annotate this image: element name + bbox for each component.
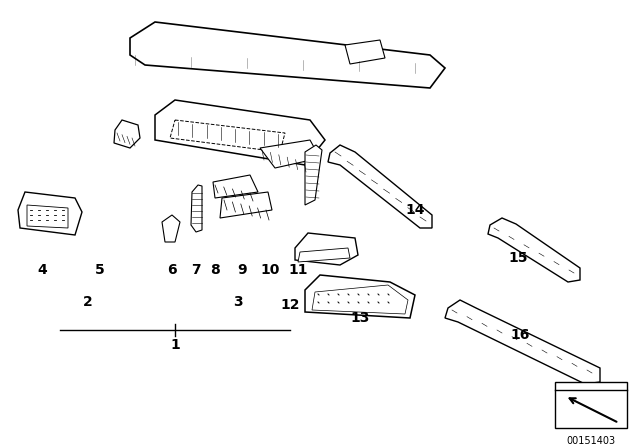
- Polygon shape: [162, 215, 180, 242]
- Text: 5: 5: [95, 263, 105, 277]
- Polygon shape: [27, 205, 68, 228]
- Polygon shape: [312, 285, 408, 314]
- Text: 2: 2: [83, 295, 93, 309]
- Polygon shape: [130, 22, 445, 88]
- Text: 1: 1: [170, 338, 180, 352]
- Polygon shape: [305, 275, 415, 318]
- Polygon shape: [305, 145, 322, 205]
- Polygon shape: [191, 185, 202, 232]
- Polygon shape: [260, 140, 320, 168]
- Text: 7: 7: [191, 263, 201, 277]
- Polygon shape: [18, 192, 82, 235]
- Polygon shape: [220, 192, 272, 218]
- Text: 10: 10: [260, 263, 280, 277]
- Polygon shape: [445, 300, 600, 384]
- Polygon shape: [155, 100, 325, 165]
- Text: 6: 6: [167, 263, 177, 277]
- Text: 00151403: 00151403: [566, 436, 616, 446]
- Text: 8: 8: [210, 263, 220, 277]
- Text: 14: 14: [405, 203, 425, 217]
- Polygon shape: [488, 218, 580, 282]
- Text: 13: 13: [350, 311, 370, 325]
- Polygon shape: [213, 175, 258, 198]
- FancyBboxPatch shape: [555, 382, 627, 428]
- Polygon shape: [114, 120, 140, 148]
- Polygon shape: [328, 145, 432, 228]
- Text: 3: 3: [233, 295, 243, 309]
- Text: 4: 4: [37, 263, 47, 277]
- Polygon shape: [298, 248, 350, 262]
- Text: 11: 11: [288, 263, 308, 277]
- Polygon shape: [295, 233, 358, 265]
- Polygon shape: [170, 120, 285, 152]
- Text: 9: 9: [237, 263, 247, 277]
- Polygon shape: [345, 40, 385, 64]
- Text: 12: 12: [280, 298, 300, 312]
- Text: 15: 15: [508, 251, 528, 265]
- Text: 16: 16: [510, 328, 530, 342]
